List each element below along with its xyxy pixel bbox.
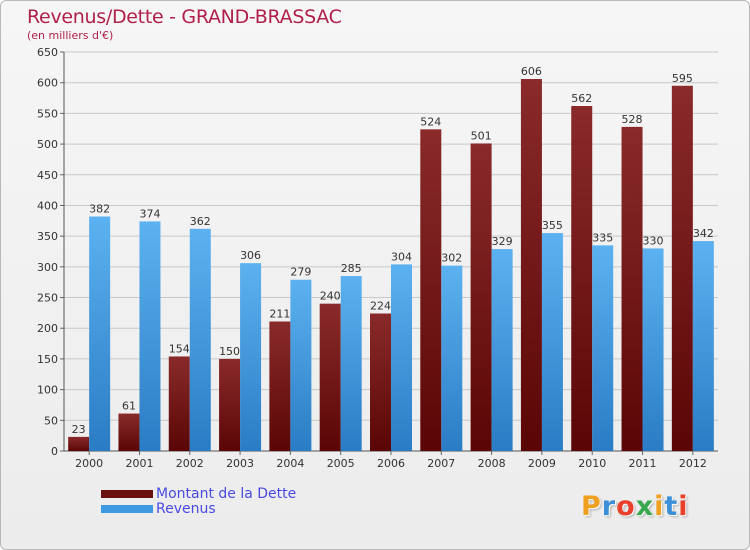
y-tick-label-450: 450: [37, 169, 58, 182]
x-tick-label-2004: 2004: [276, 457, 304, 470]
data-label-dette-2005: 240: [320, 290, 341, 303]
data-label-dette-2009: 606: [521, 65, 542, 78]
legend-swatch-dette: [101, 490, 153, 498]
bar-revenus-2012: [692, 241, 714, 451]
x-tick-label-2006: 2006: [377, 457, 405, 470]
legend-label-revenus: Revenus: [156, 501, 216, 517]
bar-dette-2010: [571, 106, 593, 451]
bars: [68, 79, 714, 452]
y-tick-label-350: 350: [37, 230, 58, 243]
bar-dette-2012: [671, 85, 693, 451]
logo-letter: i: [678, 491, 689, 522]
logo-letter: o: [616, 491, 636, 522]
bar-revenus-2001: [139, 221, 161, 451]
y-tick-label-100: 100: [37, 384, 58, 397]
y-tick-label-500: 500: [37, 138, 58, 151]
legend-swatch-revenus: [101, 505, 153, 513]
data-label-revenus-2005: 285: [341, 262, 362, 275]
bar-dette-2009: [520, 79, 542, 452]
data-label-dette-2010: 562: [571, 92, 592, 105]
bar-revenus-2008: [491, 249, 513, 451]
logo-letter: r: [601, 491, 617, 522]
proxiti-logo: Proxiti: [581, 491, 689, 522]
y-tick-label-50: 50: [44, 414, 58, 427]
x-tick-label-2009: 2009: [528, 457, 556, 470]
x-tick-label-2011: 2011: [629, 457, 657, 470]
y-tick-label-650: 650: [37, 46, 58, 59]
data-label-revenus-2004: 279: [290, 266, 311, 279]
x-tick-label-2010: 2010: [578, 457, 606, 470]
bar-dette-2005: [319, 303, 341, 451]
data-label-dette-2001: 61: [122, 400, 136, 413]
data-label-revenus-2009: 355: [542, 219, 563, 232]
data-label-revenus-2000: 382: [89, 203, 110, 216]
logo-letter: P: [581, 491, 602, 522]
data-label-revenus-2011: 330: [643, 234, 664, 247]
bar-dette-2002: [168, 356, 190, 451]
bar-revenus-2009: [541, 233, 563, 451]
chart-title: Revenus/Dette - GRAND-BRASSAC: [27, 6, 342, 28]
data-label-dette-2008: 501: [471, 129, 492, 142]
bar-revenus-2000: [89, 216, 111, 451]
data-label-dette-2007: 524: [420, 115, 441, 128]
data-label-revenus-2002: 362: [190, 215, 211, 228]
y-tick-label-550: 550: [37, 107, 58, 120]
x-tick-label-2000: 2000: [75, 457, 103, 470]
logo-letter: t: [664, 491, 679, 522]
x-tick-label-2003: 2003: [226, 457, 254, 470]
x-tick-label-2005: 2005: [327, 457, 355, 470]
bar-dette-2008: [470, 143, 492, 451]
data-label-revenus-2008: 329: [492, 235, 513, 248]
x-tick-label-2012: 2012: [679, 457, 707, 470]
bar-revenus-2006: [391, 264, 412, 451]
x-tick-label-2001: 2001: [125, 457, 153, 470]
x-tick-label-2008: 2008: [478, 457, 506, 470]
bar-revenus-2002: [189, 228, 211, 451]
bar-revenus-2011: [642, 248, 664, 451]
logo-letter: i: [654, 491, 665, 522]
bar-dette-2003: [219, 358, 241, 451]
x-tick-label-2002: 2002: [176, 457, 204, 470]
chart-subtitle: (en milliers d'€): [27, 29, 114, 42]
data-labels: 23 382 61 374 154 362 150 306 211 279 240 285 224 304…: [72, 65, 714, 436]
bar-revenus-2005: [340, 276, 362, 451]
bar-dette-2001: [118, 413, 140, 451]
bar-revenus-2010: [592, 245, 614, 451]
data-label-dette-2002: 154: [169, 342, 190, 355]
bar-revenus-2007: [441, 265, 463, 451]
bar-dette-2006: [370, 313, 391, 451]
logo-letter: x: [635, 491, 655, 522]
y-tick-label-600: 600: [37, 77, 58, 90]
bar-dette-2007: [420, 129, 442, 452]
bar-dette-2011: [621, 126, 643, 452]
bar-revenus-2004: [290, 279, 312, 451]
data-label-revenus-2003: 306: [240, 249, 261, 262]
y-tick-label-400: 400: [37, 199, 58, 212]
data-label-revenus-2006: 304: [391, 250, 412, 263]
bar-dette-2004: [269, 321, 291, 451]
data-label-dette-2000: 23: [72, 423, 86, 436]
data-label-dette-2012: 595: [672, 72, 693, 85]
data-label-dette-2003: 150: [219, 345, 240, 358]
data-label-revenus-2001: 374: [139, 207, 160, 220]
y-tick-label-150: 150: [37, 353, 58, 366]
bar-dette-2000: [68, 436, 90, 451]
data-label-revenus-2007: 302: [441, 252, 462, 265]
y-tick-label-0: 0: [51, 445, 58, 458]
y-tick-label-200: 200: [37, 322, 58, 335]
data-label-dette-2004: 211: [269, 307, 290, 320]
data-label-revenus-2012: 342: [693, 227, 714, 240]
x-tick-label-2007: 2007: [427, 457, 455, 470]
data-label-dette-2011: 528: [622, 113, 643, 126]
data-label-dette-2006: 224: [370, 299, 391, 312]
bar-revenus-2003: [240, 263, 262, 451]
y-tick-label-300: 300: [37, 261, 58, 274]
legend-label-dette: Montant de la Dette: [156, 486, 297, 502]
y-tick-label-250: 250: [37, 292, 58, 305]
axes: 0 50 100 150 200 250 300 350 400 450 500 550 600 650 2…: [37, 46, 718, 470]
data-label-revenus-2010: 335: [592, 231, 613, 244]
